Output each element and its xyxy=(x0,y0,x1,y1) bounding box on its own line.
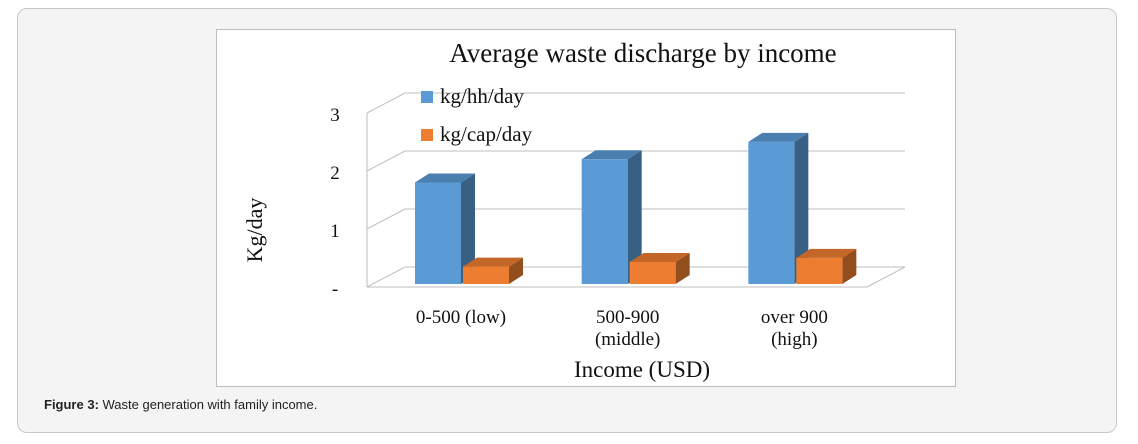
figure-panel: - 1 2 3 0-500 (low) 500-900 (middle) over 900 (h… xyxy=(17,8,1117,433)
y-tick-label: 3 xyxy=(330,105,340,126)
x-tick-label: (high) xyxy=(771,329,817,350)
y-axis-title: Kg/day xyxy=(242,198,267,263)
bar-top xyxy=(415,173,475,183)
x-tick-label: (middle) xyxy=(595,329,660,350)
chart-title: Average waste discharge by income xyxy=(449,38,836,68)
bar-top xyxy=(748,132,809,142)
caption-label: Figure 3: xyxy=(44,397,99,412)
bar-side xyxy=(461,173,475,284)
bar-front xyxy=(463,266,509,284)
bar-front xyxy=(796,257,843,284)
bar-top xyxy=(629,252,690,262)
legend-label: kg/cap/day xyxy=(440,122,533,146)
bar-kg-cap-day-3 xyxy=(796,248,857,284)
bar-front xyxy=(748,141,795,284)
bar-side xyxy=(509,257,523,284)
legend-swatch xyxy=(421,129,433,141)
bar-kg-hh-day-1 xyxy=(415,173,475,284)
x-tick-label: over 900 xyxy=(761,307,828,328)
y-tick-label: - xyxy=(332,279,338,300)
bar-front xyxy=(415,182,461,284)
bar-kg-cap-day-2 xyxy=(629,252,690,284)
bar-side xyxy=(627,150,642,284)
gridline-depth xyxy=(366,208,406,230)
bar-side xyxy=(675,252,690,284)
caption-text: Waste generation with family income. xyxy=(98,397,318,412)
floor-right-edge xyxy=(866,266,906,288)
legend-swatch xyxy=(421,91,433,103)
bar-side xyxy=(842,248,857,284)
gridline-depth xyxy=(366,266,406,288)
x-axis-title: Income (USD) xyxy=(574,357,710,382)
x-tick-label: 500-900 xyxy=(596,307,659,328)
figure-caption: Figure 3: Waste generation with family i… xyxy=(44,397,317,412)
y-tick-label: 2 xyxy=(330,163,340,184)
legend-label: kg/hh/day xyxy=(440,84,524,108)
bar-kg-cap-day-1 xyxy=(463,257,523,284)
bar-kg-hh-day-2 xyxy=(581,150,642,284)
bar-front xyxy=(629,261,676,284)
bar-kg-hh-day-3 xyxy=(748,132,809,284)
bar-top xyxy=(796,248,857,258)
bar-top xyxy=(463,257,523,267)
x-tick-label: 0-500 (low) xyxy=(416,307,506,328)
bar-side xyxy=(794,132,809,284)
bar-chart: - 1 2 3 0-500 (low) 500-900(middle) over 900(h… xyxy=(242,38,906,382)
gridline-depth xyxy=(366,150,406,172)
gridline-depth xyxy=(366,92,406,114)
chart-container: - 1 2 3 0-500 (low) 500-900 (middle) over 900 (h… xyxy=(216,29,956,387)
bar-top xyxy=(581,150,642,160)
bar-front xyxy=(581,159,628,284)
y-tick-label: 1 xyxy=(330,221,340,242)
